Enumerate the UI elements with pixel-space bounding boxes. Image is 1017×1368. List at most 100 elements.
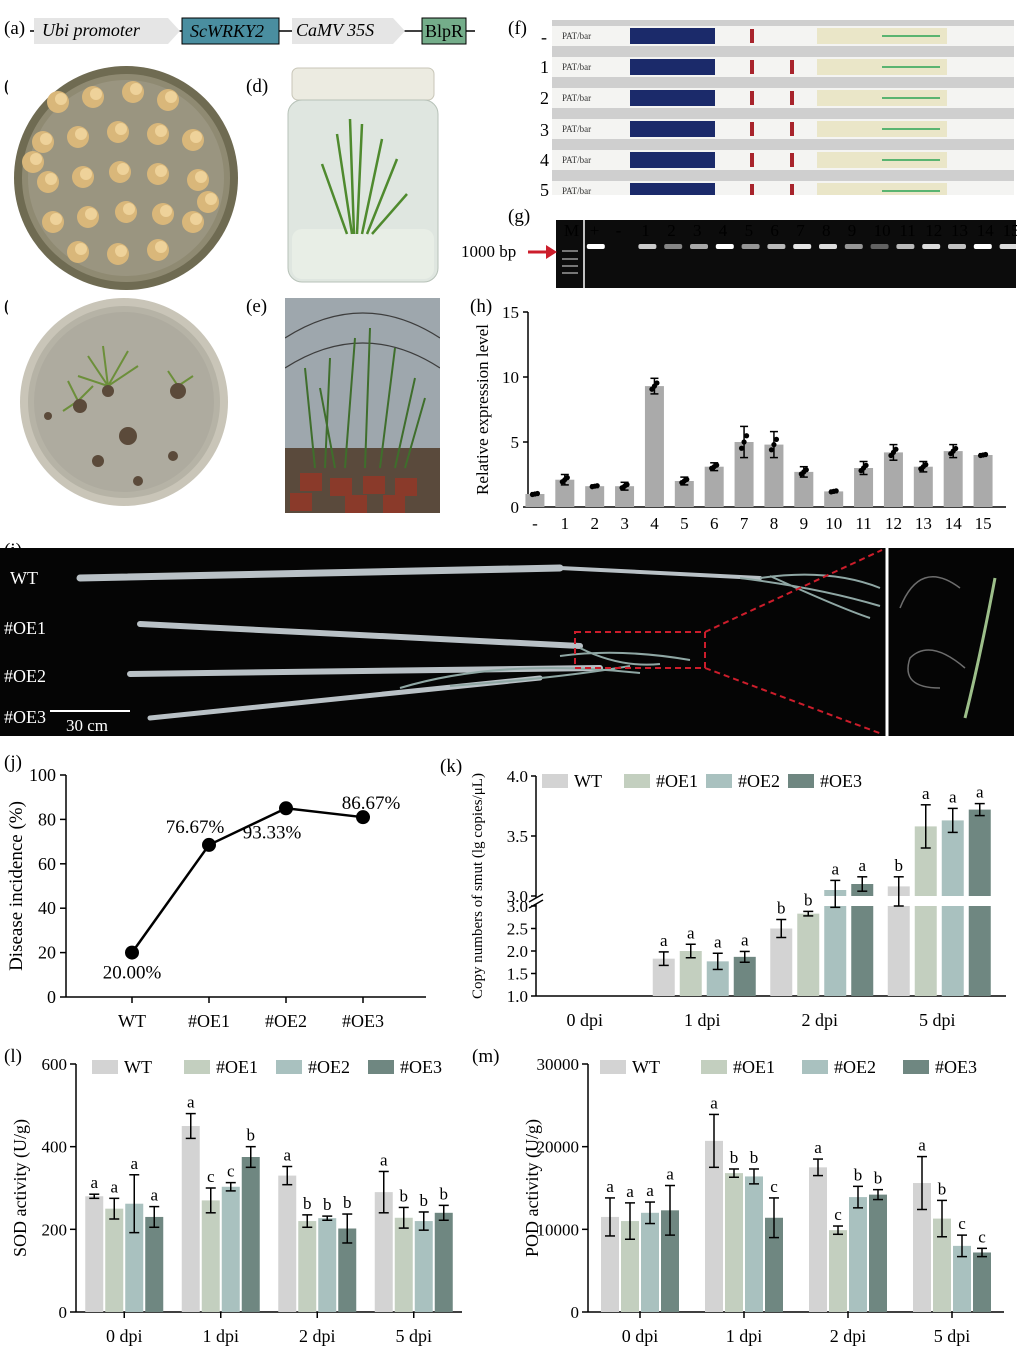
data-point [356, 810, 370, 825]
bar [318, 1218, 337, 1312]
callus-highlight [55, 93, 67, 105]
gel-lane-label: 9 [847, 221, 857, 240]
bar [794, 471, 814, 507]
callus-highlight [130, 83, 142, 95]
data-point [893, 446, 899, 452]
y-axis-label: Copy numbers of smut (lg copies/μL) [470, 773, 486, 999]
bar [585, 486, 605, 507]
x-tick-label: 6 [710, 514, 719, 533]
bar [869, 1194, 887, 1312]
gel-lane-label: 2 [667, 221, 676, 240]
callus-highlight [90, 88, 102, 100]
y-tick-label: 1.5 [507, 965, 528, 984]
x-tick-label: 0 dpi [622, 1326, 659, 1346]
bar [394, 1217, 413, 1312]
significance-letter: b [874, 1169, 883, 1188]
strip-label: 1 [540, 57, 549, 77]
callus-highlight [50, 213, 62, 225]
y-axis-label: Relative expression level [473, 324, 492, 495]
bar [887, 906, 910, 996]
bar [414, 1221, 433, 1312]
significance-letter: a [976, 783, 984, 802]
bar [278, 1175, 297, 1312]
callus-petri-dish-photo [8, 62, 240, 292]
bar [883, 452, 903, 507]
x-tick-label: 15 [975, 514, 992, 533]
significance-letter: a [150, 1186, 158, 1205]
series-line [130, 807, 364, 954]
y-tick-label: 100 [29, 765, 56, 785]
significance-letter: b [323, 1195, 332, 1214]
legend-label: #OE1 [216, 1057, 258, 1077]
data-point [982, 451, 989, 458]
scale-bar-label: 30 cm [66, 716, 109, 735]
legend-label: #OE3 [400, 1057, 442, 1077]
significance-letter: a [687, 923, 695, 942]
construct-terminator: CaMV 35S [296, 20, 375, 40]
ladder-band [562, 258, 578, 260]
control-line [750, 153, 754, 167]
panel-label-k: (k) [440, 756, 463, 777]
bar [85, 1196, 104, 1312]
callus-highlight [155, 241, 167, 253]
strip-text: PAT/bar [562, 93, 591, 103]
bar [943, 451, 963, 507]
gel-lane-label: 5 [744, 221, 754, 240]
significance-letter: a [666, 1165, 674, 1184]
gel-lane-label: 14 [976, 221, 994, 240]
ladder-band [562, 265, 578, 267]
significance-letter: b [730, 1148, 739, 1167]
pcr-band [819, 244, 837, 249]
pcr-band [999, 244, 1016, 249]
strip-sample-pad [630, 121, 715, 137]
gel-lane-label: + [589, 221, 600, 240]
bar [706, 961, 729, 996]
significance-letter: b [440, 1184, 449, 1203]
significance-letter: c [978, 1227, 986, 1246]
x-tick-label: 2 [590, 514, 599, 533]
gel-lane-label: 4 [718, 221, 728, 240]
gel-lane-label: 13 [951, 221, 968, 240]
x-tick-label: 9 [800, 514, 809, 533]
bar [854, 468, 874, 507]
data-label: 20.00% [103, 963, 162, 984]
stalk-label: #OE1 [4, 618, 46, 638]
bar [734, 442, 754, 507]
bar [851, 906, 874, 996]
x-tick-label: 1 dpi [202, 1326, 239, 1346]
significance-letter: a [90, 1173, 98, 1192]
significance-letter: a [283, 1146, 291, 1165]
data-point [654, 380, 660, 386]
test-line [790, 153, 794, 167]
significance-letter: a [626, 1182, 634, 1201]
callus-highlight [75, 243, 87, 255]
panel-label-h: (h) [470, 296, 493, 317]
data-point [743, 433, 750, 439]
construct-diagram [30, 17, 475, 45]
legend-swatch [788, 774, 814, 788]
strip-sample-pad [630, 90, 715, 106]
strip-text: PAT/bar [562, 124, 591, 134]
legend-swatch [542, 774, 568, 788]
significance-letter: b [804, 890, 813, 909]
legend-swatch [600, 1060, 626, 1074]
bar [914, 906, 937, 996]
significance-letter: c [770, 1177, 778, 1196]
bar [968, 809, 991, 896]
pcr-band [844, 244, 863, 249]
legend-label: #OE3 [820, 771, 862, 791]
significance-letter: c [207, 1167, 215, 1186]
significance-letter: c [958, 1214, 966, 1233]
x-tick-label: 8 [770, 514, 779, 533]
bar [973, 455, 993, 507]
pat-bar-strip-test-photo: PAT/bar PAT/bar PAT/bar PAT/bar PAT/bar PAT/b… [552, 20, 1014, 195]
bar [181, 1126, 200, 1312]
strip-text: PAT/bar [562, 31, 591, 41]
panel-label-j: (j) [4, 752, 22, 773]
y-tick-label: 5 [511, 433, 520, 452]
panel-label-m: (m) [472, 1046, 500, 1067]
data-point [624, 482, 630, 488]
data-point [594, 483, 600, 489]
callus-highlight [165, 91, 177, 103]
